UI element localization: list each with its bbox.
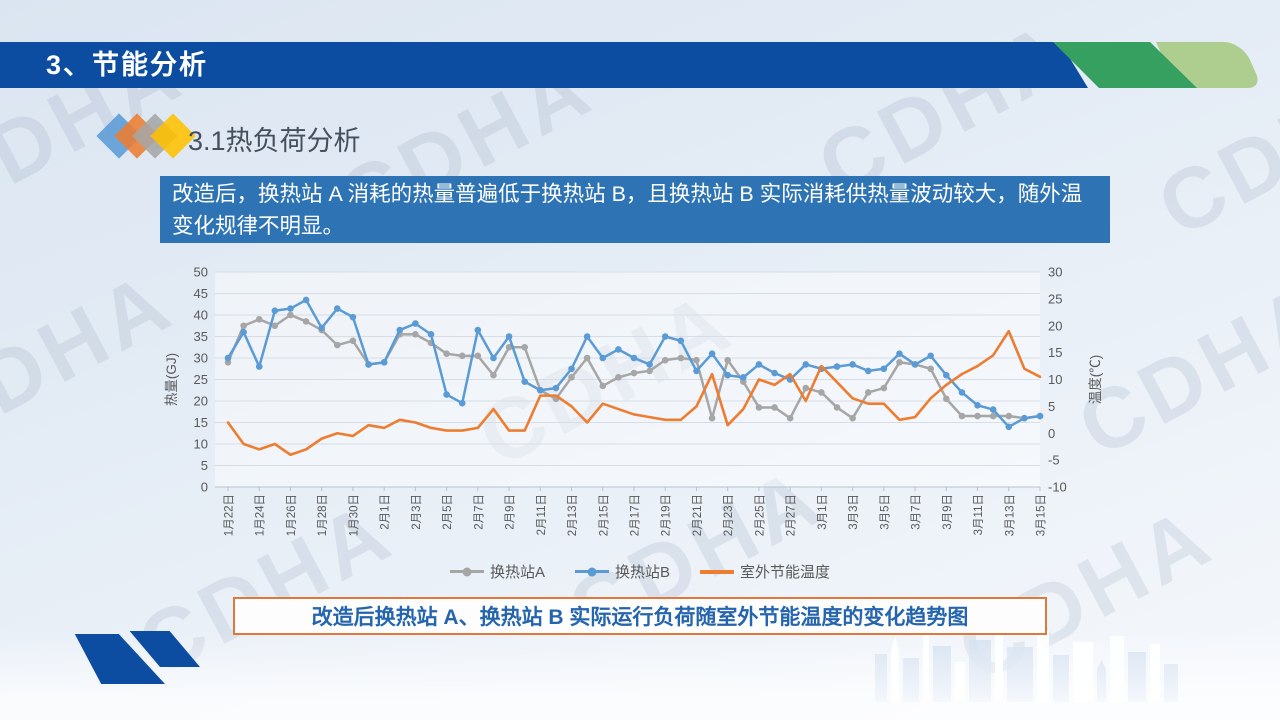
svg-text:30: 30 bbox=[194, 351, 208, 366]
highlight-text-box: 改造后，换热站 A 消耗的热量普遍低于换热站 B，且换热站 B 实际消耗供热量波… bbox=[160, 176, 1110, 243]
svg-text:2月13日: 2月13日 bbox=[567, 494, 579, 536]
page-title: 3、节能分析 bbox=[46, 50, 209, 80]
orange-line-icon bbox=[700, 569, 734, 574]
svg-text:2月9日: 2月9日 bbox=[505, 494, 517, 530]
header-bar bbox=[0, 42, 1088, 88]
load-trend-chart: 0 5 10 15 20 25 30 35 40 45 50 -10 -5 0 5 10 15 20 25 30 1月2… bbox=[160, 252, 1120, 557]
svg-text:1月28日: 1月28日 bbox=[317, 494, 329, 536]
svg-text:10: 10 bbox=[1048, 372, 1062, 387]
svg-text:3月9日: 3月9日 bbox=[942, 494, 954, 530]
svg-text:3月5日: 3月5日 bbox=[879, 494, 891, 530]
svg-text:2月23日: 2月23日 bbox=[723, 494, 735, 536]
svg-text:30: 30 bbox=[1048, 265, 1062, 280]
svg-text:1月24日: 1月24日 bbox=[255, 494, 267, 536]
svg-text:3月3日: 3月3日 bbox=[848, 494, 860, 530]
chart-legend: 换热站A 换热站B 室外节能温度 bbox=[215, 561, 1065, 582]
svg-text:50: 50 bbox=[194, 265, 208, 280]
legend-label: 换热站B bbox=[614, 564, 670, 581]
section-title: 3.1热负荷分析 bbox=[188, 126, 361, 156]
svg-text:2月19日: 2月19日 bbox=[661, 494, 673, 536]
svg-text:2月1日: 2月1日 bbox=[380, 494, 392, 530]
legend-item-outdoor-temp: 室外节能温度 bbox=[700, 561, 830, 582]
svg-text:20: 20 bbox=[1048, 318, 1062, 333]
svg-text:25: 25 bbox=[1048, 291, 1062, 306]
svg-text:1月26日: 1月26日 bbox=[286, 494, 298, 536]
svg-text:15: 15 bbox=[194, 415, 208, 430]
svg-text:0: 0 bbox=[201, 480, 208, 495]
chart-caption: 改造后换热站 A、换热站 B 实际运行负荷随室外节能温度的变化趋势图 bbox=[233, 597, 1047, 635]
chart-canvas: 0 5 10 15 20 25 30 35 40 45 50 -10 -5 0 5 10 15 20 25 30 1月2… bbox=[164, 265, 1103, 537]
svg-text:10: 10 bbox=[194, 437, 208, 452]
legend-item-station-a: 换热站A bbox=[449, 561, 545, 582]
svg-text:2月3日: 2月3日 bbox=[411, 494, 423, 530]
svg-text:2月7日: 2月7日 bbox=[473, 494, 485, 530]
svg-text:3月13日: 3月13日 bbox=[1004, 494, 1016, 536]
gray-line-marker-icon bbox=[449, 567, 484, 576]
svg-text:45: 45 bbox=[194, 286, 208, 301]
svg-text:3月1日: 3月1日 bbox=[817, 494, 829, 530]
svg-text:5: 5 bbox=[201, 458, 208, 473]
svg-text:2月17日: 2月17日 bbox=[630, 494, 642, 536]
svg-text:3月7日: 3月7日 bbox=[911, 494, 923, 530]
svg-text:40: 40 bbox=[194, 308, 208, 323]
svg-text:2月21日: 2月21日 bbox=[692, 494, 704, 536]
svg-text:2月11日: 2月11日 bbox=[536, 494, 548, 535]
legend-label: 换热站A bbox=[489, 564, 545, 581]
svg-text:热量(GJ): 热量(GJ) bbox=[164, 353, 179, 406]
svg-text:2月5日: 2月5日 bbox=[442, 494, 454, 530]
svg-text:2月27日: 2月27日 bbox=[786, 494, 798, 536]
svg-text:3月15日: 3月15日 bbox=[1036, 494, 1048, 536]
svg-text:20: 20 bbox=[194, 394, 208, 409]
blue-line-marker-icon bbox=[574, 567, 609, 576]
svg-text:温度(℃): 温度(℃) bbox=[1088, 355, 1103, 405]
svg-text:1月22日: 1月22日 bbox=[224, 494, 236, 536]
svg-text:-5: -5 bbox=[1048, 453, 1060, 468]
svg-text:0: 0 bbox=[1048, 426, 1055, 441]
svg-text:-10: -10 bbox=[1048, 480, 1067, 495]
legend-item-station-b: 换热站B bbox=[574, 561, 670, 582]
svg-text:2月15日: 2月15日 bbox=[598, 494, 610, 536]
svg-text:3月11日: 3月11日 bbox=[973, 494, 985, 535]
svg-text:5: 5 bbox=[1048, 399, 1055, 414]
legend-label: 室外节能温度 bbox=[740, 564, 831, 581]
svg-text:15: 15 bbox=[1048, 345, 1062, 360]
svg-text:25: 25 bbox=[194, 372, 208, 387]
bottom-fade-decoration bbox=[0, 630, 1280, 720]
svg-text:35: 35 bbox=[194, 329, 208, 344]
svg-text:2月25日: 2月25日 bbox=[754, 494, 766, 536]
svg-text:1月30日: 1月30日 bbox=[348, 494, 360, 536]
